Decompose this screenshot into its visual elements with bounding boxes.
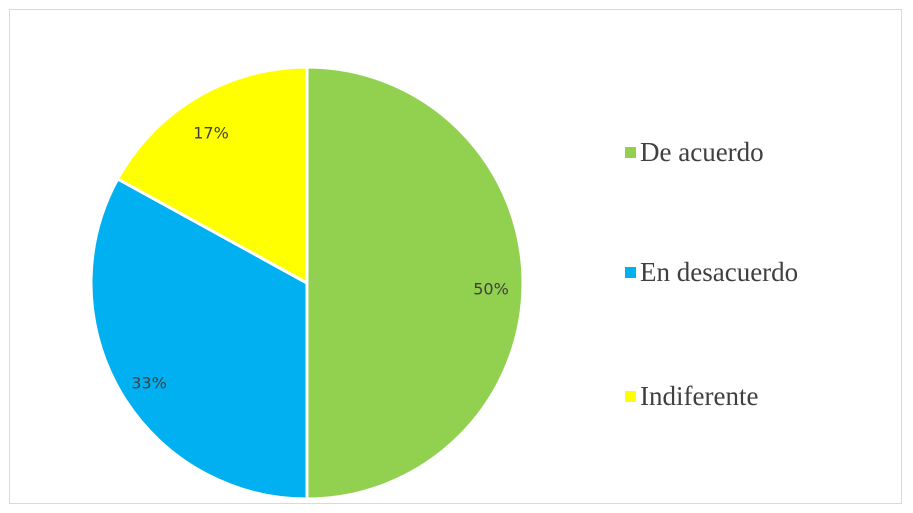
legend: De acuerdo En desacuerdo Indiferente: [625, 0, 895, 513]
pie-slice-de-acuerdo: [305, 65, 525, 501]
legend-label-de-acuerdo: De acuerdo: [640, 137, 764, 167]
data-label-de-acuerdo: 50%: [473, 280, 509, 299]
legend-label-indiferente: Indiferente: [640, 381, 759, 411]
legend-item-de-acuerdo: De acuerdo: [625, 139, 764, 166]
legend-swatch-en-desacuerdo: [625, 267, 636, 278]
data-label-en-desacuerdo: 33%: [131, 374, 167, 393]
pie-slice-en-desacuerdo: [89, 177, 309, 501]
legend-swatch-de-acuerdo: [625, 147, 636, 158]
legend-item-indiferente: Indiferente: [625, 383, 758, 410]
legend-swatch-indiferente: [625, 391, 636, 402]
data-label-indiferente: 17%: [193, 124, 229, 143]
legend-label-en-desacuerdo: En desacuerdo: [640, 257, 799, 287]
legend-item-en-desacuerdo: En desacuerdo: [625, 259, 798, 286]
pie-slice-indiferente: [116, 65, 309, 285]
